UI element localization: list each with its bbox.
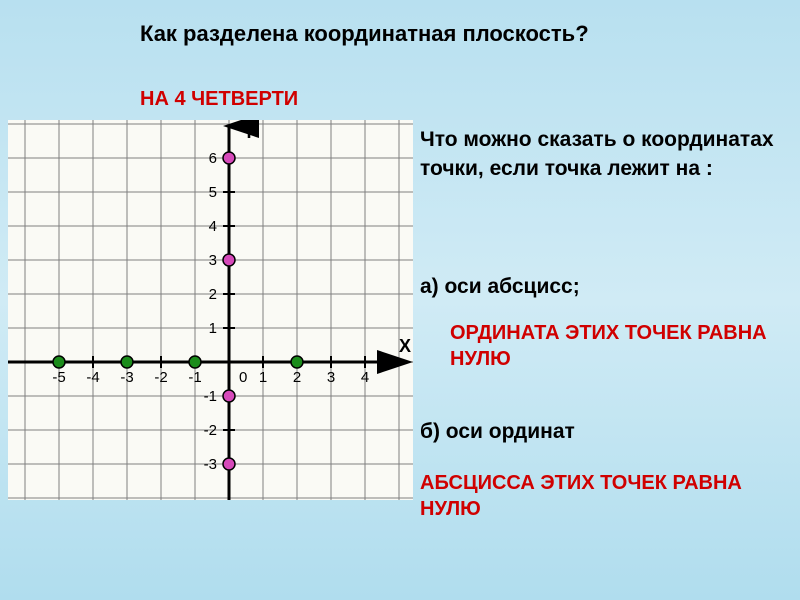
svg-text:-1: -1 [204, 388, 217, 405]
question-coords: Что можно сказать о координатах точки, е… [420, 125, 780, 184]
svg-text:-2: -2 [154, 369, 167, 386]
svg-text:1: 1 [259, 369, 267, 386]
svg-text:X: X [399, 336, 411, 356]
svg-text:-3: -3 [204, 456, 217, 473]
svg-text:Y: Y [243, 122, 255, 142]
svg-text:-2: -2 [204, 422, 217, 439]
svg-text:3: 3 [209, 252, 217, 269]
svg-text:-4: -4 [86, 369, 99, 386]
svg-text:-1: -1 [188, 369, 201, 386]
answer-quarters: НА 4 ЧЕТВЕРТИ [140, 88, 298, 111]
item-a-label: а) оси абсцисс; [420, 275, 580, 299]
svg-text:2: 2 [293, 369, 301, 386]
coordinate-plane-svg: -5 -4 -3 -2 -1 1 2 3 4 -3 -2 -1 1 2 3 4 5 6 0 X Y [8, 120, 413, 500]
svg-text:3: 3 [327, 369, 335, 386]
svg-text:0: 0 [239, 369, 247, 386]
svg-text:4: 4 [361, 369, 369, 386]
svg-text:-5: -5 [52, 369, 65, 386]
svg-text:6: 6 [209, 150, 217, 167]
page-title: Как разделена координатная плоскость? [140, 20, 640, 49]
svg-text:5: 5 [209, 184, 217, 201]
item-b-label: б) оси ординат [420, 420, 575, 444]
answer-b: АБСЦИССА ЭТИХ ТОЧЕК РАВНА НУЛЮ [420, 470, 780, 522]
answer-a: ОРДИНАТА ЭТИХ ТОЧЕК РАВНА НУЛЮ [450, 320, 780, 372]
svg-text:1: 1 [209, 320, 217, 337]
coordinate-plane: -5 -4 -3 -2 -1 1 2 3 4 -3 -2 -1 1 2 3 4 5 6 0 X Y [8, 120, 413, 500]
svg-text:4: 4 [209, 218, 217, 235]
svg-text:2: 2 [209, 286, 217, 303]
svg-text:-3: -3 [120, 369, 133, 386]
